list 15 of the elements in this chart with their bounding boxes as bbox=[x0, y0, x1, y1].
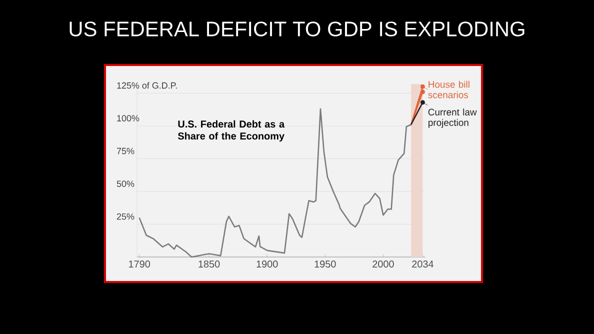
y-tick-label: 50% bbox=[116, 180, 134, 187]
series-label: Current law projection bbox=[428, 108, 477, 128]
x-tick-label: 1900 bbox=[256, 260, 278, 268]
x-tick-label: 1790 bbox=[129, 260, 150, 268]
y-tick-label: 100% bbox=[117, 115, 140, 122]
x-tick-label: 1950 bbox=[314, 260, 336, 268]
x-tick-label: 2034 bbox=[412, 260, 434, 268]
y-tick-label: 25% bbox=[116, 213, 134, 220]
legend-label: House bill scenarios bbox=[428, 80, 470, 98]
x-tick-label: 2000 bbox=[372, 260, 394, 268]
chart-title: US FEDERAL DEFICIT TO GDP IS EXPLODING bbox=[70, 22, 524, 36]
text: U.S. Federal Debt as a Share of the Economy bbox=[178, 120, 285, 142]
x-tick-label: 1850 bbox=[198, 260, 220, 268]
y-tick-label: 125% of G.D.P. bbox=[117, 82, 177, 89]
y-tick-label: 75% bbox=[116, 148, 134, 154]
